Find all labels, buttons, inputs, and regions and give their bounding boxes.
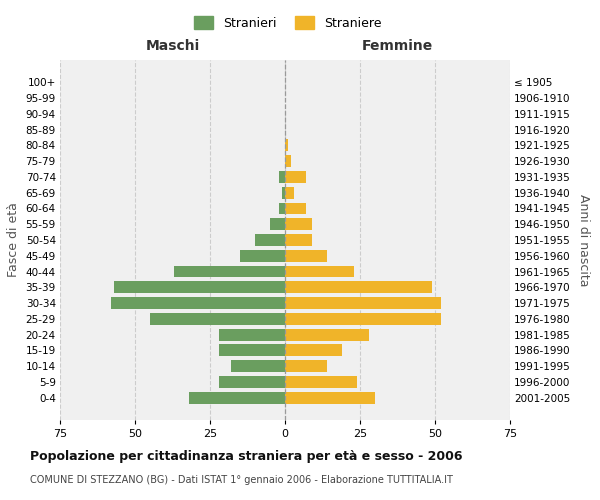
Bar — [111, 297, 285, 309]
Bar — [285, 187, 294, 198]
Text: Maschi: Maschi — [145, 39, 200, 53]
Bar — [219, 376, 285, 388]
Bar — [285, 376, 357, 388]
Bar — [285, 297, 441, 309]
Bar — [231, 360, 285, 372]
Bar — [285, 218, 312, 230]
Bar — [282, 187, 285, 198]
Bar — [285, 234, 312, 246]
Y-axis label: Anni di nascita: Anni di nascita — [577, 194, 590, 286]
Bar — [285, 140, 288, 151]
Bar — [240, 250, 285, 262]
Bar — [285, 392, 375, 404]
Bar — [150, 313, 285, 325]
Bar — [285, 313, 441, 325]
Bar — [285, 360, 327, 372]
Text: Femmine: Femmine — [362, 39, 433, 53]
Bar — [285, 344, 342, 356]
Bar — [285, 171, 306, 183]
Text: COMUNE DI STEZZANO (BG) - Dati ISTAT 1° gennaio 2006 - Elaborazione TUTTITALIA.I: COMUNE DI STEZZANO (BG) - Dati ISTAT 1° … — [30, 475, 453, 485]
Bar — [279, 202, 285, 214]
Bar — [219, 344, 285, 356]
Bar — [270, 218, 285, 230]
Bar — [285, 202, 306, 214]
Bar — [255, 234, 285, 246]
Bar — [285, 328, 369, 340]
Bar — [285, 250, 327, 262]
Y-axis label: Fasce di età: Fasce di età — [7, 202, 20, 278]
Text: Popolazione per cittadinanza straniera per età e sesso - 2006: Popolazione per cittadinanza straniera p… — [30, 450, 463, 463]
Bar — [285, 282, 432, 293]
Bar — [114, 282, 285, 293]
Legend: Stranieri, Straniere: Stranieri, Straniere — [190, 11, 386, 35]
Bar — [219, 328, 285, 340]
Bar — [285, 155, 291, 167]
Bar — [285, 266, 354, 278]
Bar — [174, 266, 285, 278]
Bar — [189, 392, 285, 404]
Bar — [279, 171, 285, 183]
